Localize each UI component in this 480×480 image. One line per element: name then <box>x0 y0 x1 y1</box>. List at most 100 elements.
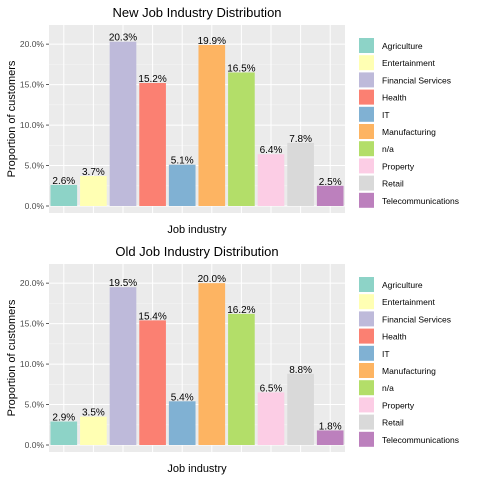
legend-swatch <box>359 158 374 174</box>
legend-label: n/a <box>382 144 394 154</box>
y-tick-label: 15.0% <box>20 80 45 90</box>
y-tick-label: 20.0% <box>20 39 45 49</box>
legend-swatch <box>359 363 374 378</box>
bars-new <box>50 41 344 207</box>
legend-label: Entertainment <box>382 58 436 68</box>
legend-swatch <box>359 55 374 71</box>
legend-swatch <box>359 175 374 191</box>
bar-value-label: 2.9% <box>52 413 75 424</box>
bar-value-label: 8.8% <box>289 365 312 376</box>
bar-value-label: 20.0% <box>198 274 226 285</box>
legend-swatch <box>359 277 374 292</box>
legend-label: Telecommunications <box>382 435 459 445</box>
bar-value-label: 2.6% <box>52 176 75 187</box>
bar-value-label: 3.5% <box>82 408 105 419</box>
legend-swatch <box>359 106 374 122</box>
bar <box>109 287 137 445</box>
bar <box>50 184 78 206</box>
chart-title-new: New Job Industry Distribution <box>112 5 281 20</box>
y-tick-label: 10.0% <box>20 120 45 130</box>
legend-swatch <box>359 192 374 208</box>
legend-label: Financial Services <box>382 75 451 85</box>
bar <box>198 44 226 206</box>
legend-swatch <box>359 72 374 88</box>
bar <box>228 72 255 206</box>
legend-label: IT <box>382 110 390 120</box>
legend-old: Agriculture Entertainment Financial Servic… <box>359 277 459 447</box>
legend-label: Retail <box>382 179 404 189</box>
legend-label: Health <box>382 332 407 342</box>
bar <box>50 421 78 445</box>
bar <box>80 176 107 206</box>
bar <box>257 154 285 206</box>
y-tick-label: 0.0% <box>25 201 45 211</box>
legend-label: IT <box>382 349 390 359</box>
y-ticks-new: 0.0% 5.0% 10.0% 15.0% 20.0% <box>20 39 49 211</box>
y-tick-label: 15.0% <box>20 319 45 329</box>
legend-label: Health <box>382 93 407 103</box>
y-tick-label: 5.0% <box>25 161 45 171</box>
y-tick-label: 10.0% <box>20 359 45 369</box>
legend-swatch <box>359 141 374 157</box>
bar <box>139 82 166 206</box>
legend-label: Telecommunications <box>382 196 459 206</box>
bar <box>80 416 107 445</box>
legend-label: n/a <box>382 383 394 393</box>
y-tick-label: 5.0% <box>25 400 45 410</box>
bars-old <box>50 283 344 445</box>
y-tick-label: 0.0% <box>25 440 45 450</box>
legend-swatch <box>359 431 374 447</box>
bar-value-label: 2.5% <box>319 177 342 188</box>
bar <box>198 283 226 445</box>
chart-panel-old: Old Job Industry Distribution 2.9% 3.5% 19… <box>6 244 459 475</box>
legend-label: Agriculture <box>382 41 423 51</box>
bar-value-label: 7.8% <box>289 134 312 145</box>
chart-title-old: Old Job Industry Distribution <box>115 244 278 259</box>
legend-swatch <box>359 414 374 430</box>
bar-value-label: 1.8% <box>319 421 342 432</box>
bar-value-label: 19.9% <box>198 36 226 47</box>
legend-label: Financial Services <box>382 314 451 324</box>
legend-label: Manufacturing <box>382 366 436 376</box>
bar <box>109 41 137 207</box>
bar <box>287 142 314 206</box>
bar-value-label: 15.2% <box>138 74 166 85</box>
legend-swatch <box>359 311 374 327</box>
legend-swatch <box>359 38 374 53</box>
bar-value-label: 6.5% <box>260 383 283 394</box>
y-ticks-old: 0.0% 5.0% 10.0% 15.0% 20.0% <box>20 278 49 450</box>
legend-swatch <box>359 328 374 344</box>
chart-panel-new: New Job Industry Distribution 2.6% 3.7% 20… <box>6 5 459 236</box>
y-tick-label: 20.0% <box>20 278 45 288</box>
legend-swatch <box>359 294 374 310</box>
bar <box>168 401 196 445</box>
data-labels-old: 2.9% 3.5% 19.5% 15.4% 5.4% 20.0% 16.2% 6.5% 8.8%… <box>52 274 341 432</box>
bar <box>316 185 344 206</box>
bar-value-label: 15.4% <box>138 311 166 322</box>
bar-value-label: 6.4% <box>260 145 283 156</box>
legend-label: Agriculture <box>382 280 423 290</box>
bar <box>228 313 255 445</box>
y-axis-label-old: Proportion of customers <box>6 299 18 416</box>
x-axis-label-old: Job industry <box>167 463 227 475</box>
legend-label: Entertainment <box>382 297 436 307</box>
data-labels-new: 2.6% 3.7% 20.3% 15.2% 5.1% 19.9% 16.5% 6.4% 7.8%… <box>52 33 341 188</box>
legend-swatch <box>359 380 374 396</box>
bar <box>287 373 314 445</box>
x-axis-label-new: Job industry <box>167 224 227 236</box>
bar-value-label: 5.1% <box>171 156 194 167</box>
bar <box>168 164 196 206</box>
legend-swatch <box>359 89 374 105</box>
bar-value-label: 16.5% <box>227 63 255 74</box>
legend-new: Agriculture Entertainment Financial Servic… <box>359 38 459 208</box>
bar-value-label: 19.5% <box>109 278 137 289</box>
legend-label: Property <box>382 400 415 410</box>
legend-swatch <box>359 397 374 413</box>
legend-label: Manufacturing <box>382 127 436 137</box>
legend-swatch <box>359 345 374 361</box>
legend-label: Property <box>382 161 415 171</box>
bar <box>257 392 285 445</box>
legend-swatch <box>359 124 374 139</box>
bar <box>316 430 344 445</box>
